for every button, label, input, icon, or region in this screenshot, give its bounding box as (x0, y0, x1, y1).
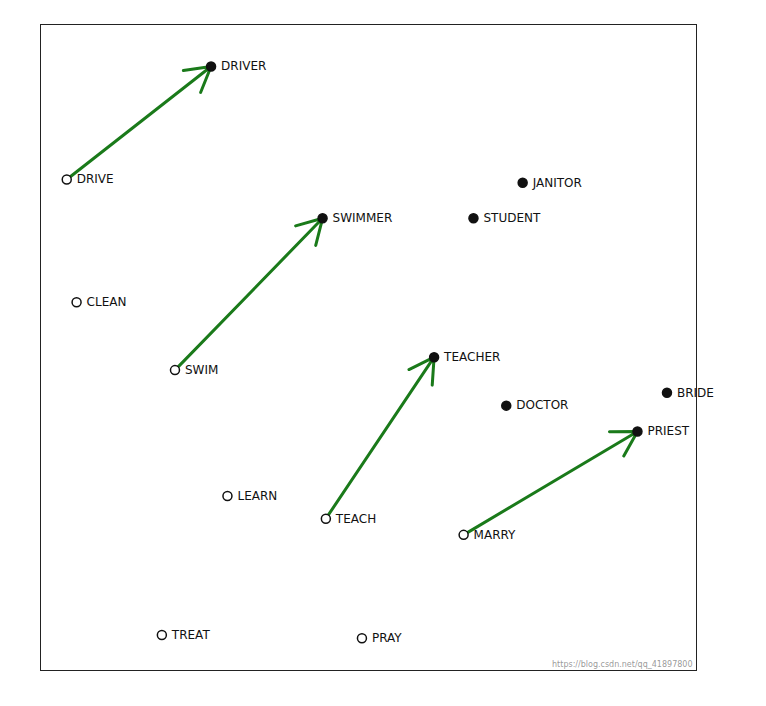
svg-text:SWIM: SWIM (185, 363, 218, 377)
svg-text:PRIEST: PRIEST (647, 424, 689, 438)
svg-text:DRIVER: DRIVER (221, 59, 266, 73)
svg-text:TEACHER: TEACHER (443, 350, 500, 364)
svg-text:SWIMMER: SWIMMER (333, 211, 393, 225)
svg-text:JANITOR: JANITOR (532, 176, 582, 190)
svg-text:DOCTOR: DOCTOR (516, 398, 568, 412)
svg-text:LEARN: LEARN (237, 489, 277, 503)
svg-text:CLEAN: CLEAN (87, 295, 127, 309)
svg-text:BRIDE: BRIDE (677, 386, 714, 400)
svg-text:STUDENT: STUDENT (483, 211, 541, 225)
svg-text:TREAT: TREAT (171, 628, 211, 642)
svg-text:https://blog.csdn.net/qq_41897: https://blog.csdn.net/qq_41897800 (552, 660, 692, 669)
svg-text:DRIVE: DRIVE (77, 172, 114, 186)
svg-text:PRAY: PRAY (372, 631, 402, 645)
svg-text:MARRY: MARRY (474, 528, 516, 542)
svg-text:TEACH: TEACH (335, 512, 376, 526)
